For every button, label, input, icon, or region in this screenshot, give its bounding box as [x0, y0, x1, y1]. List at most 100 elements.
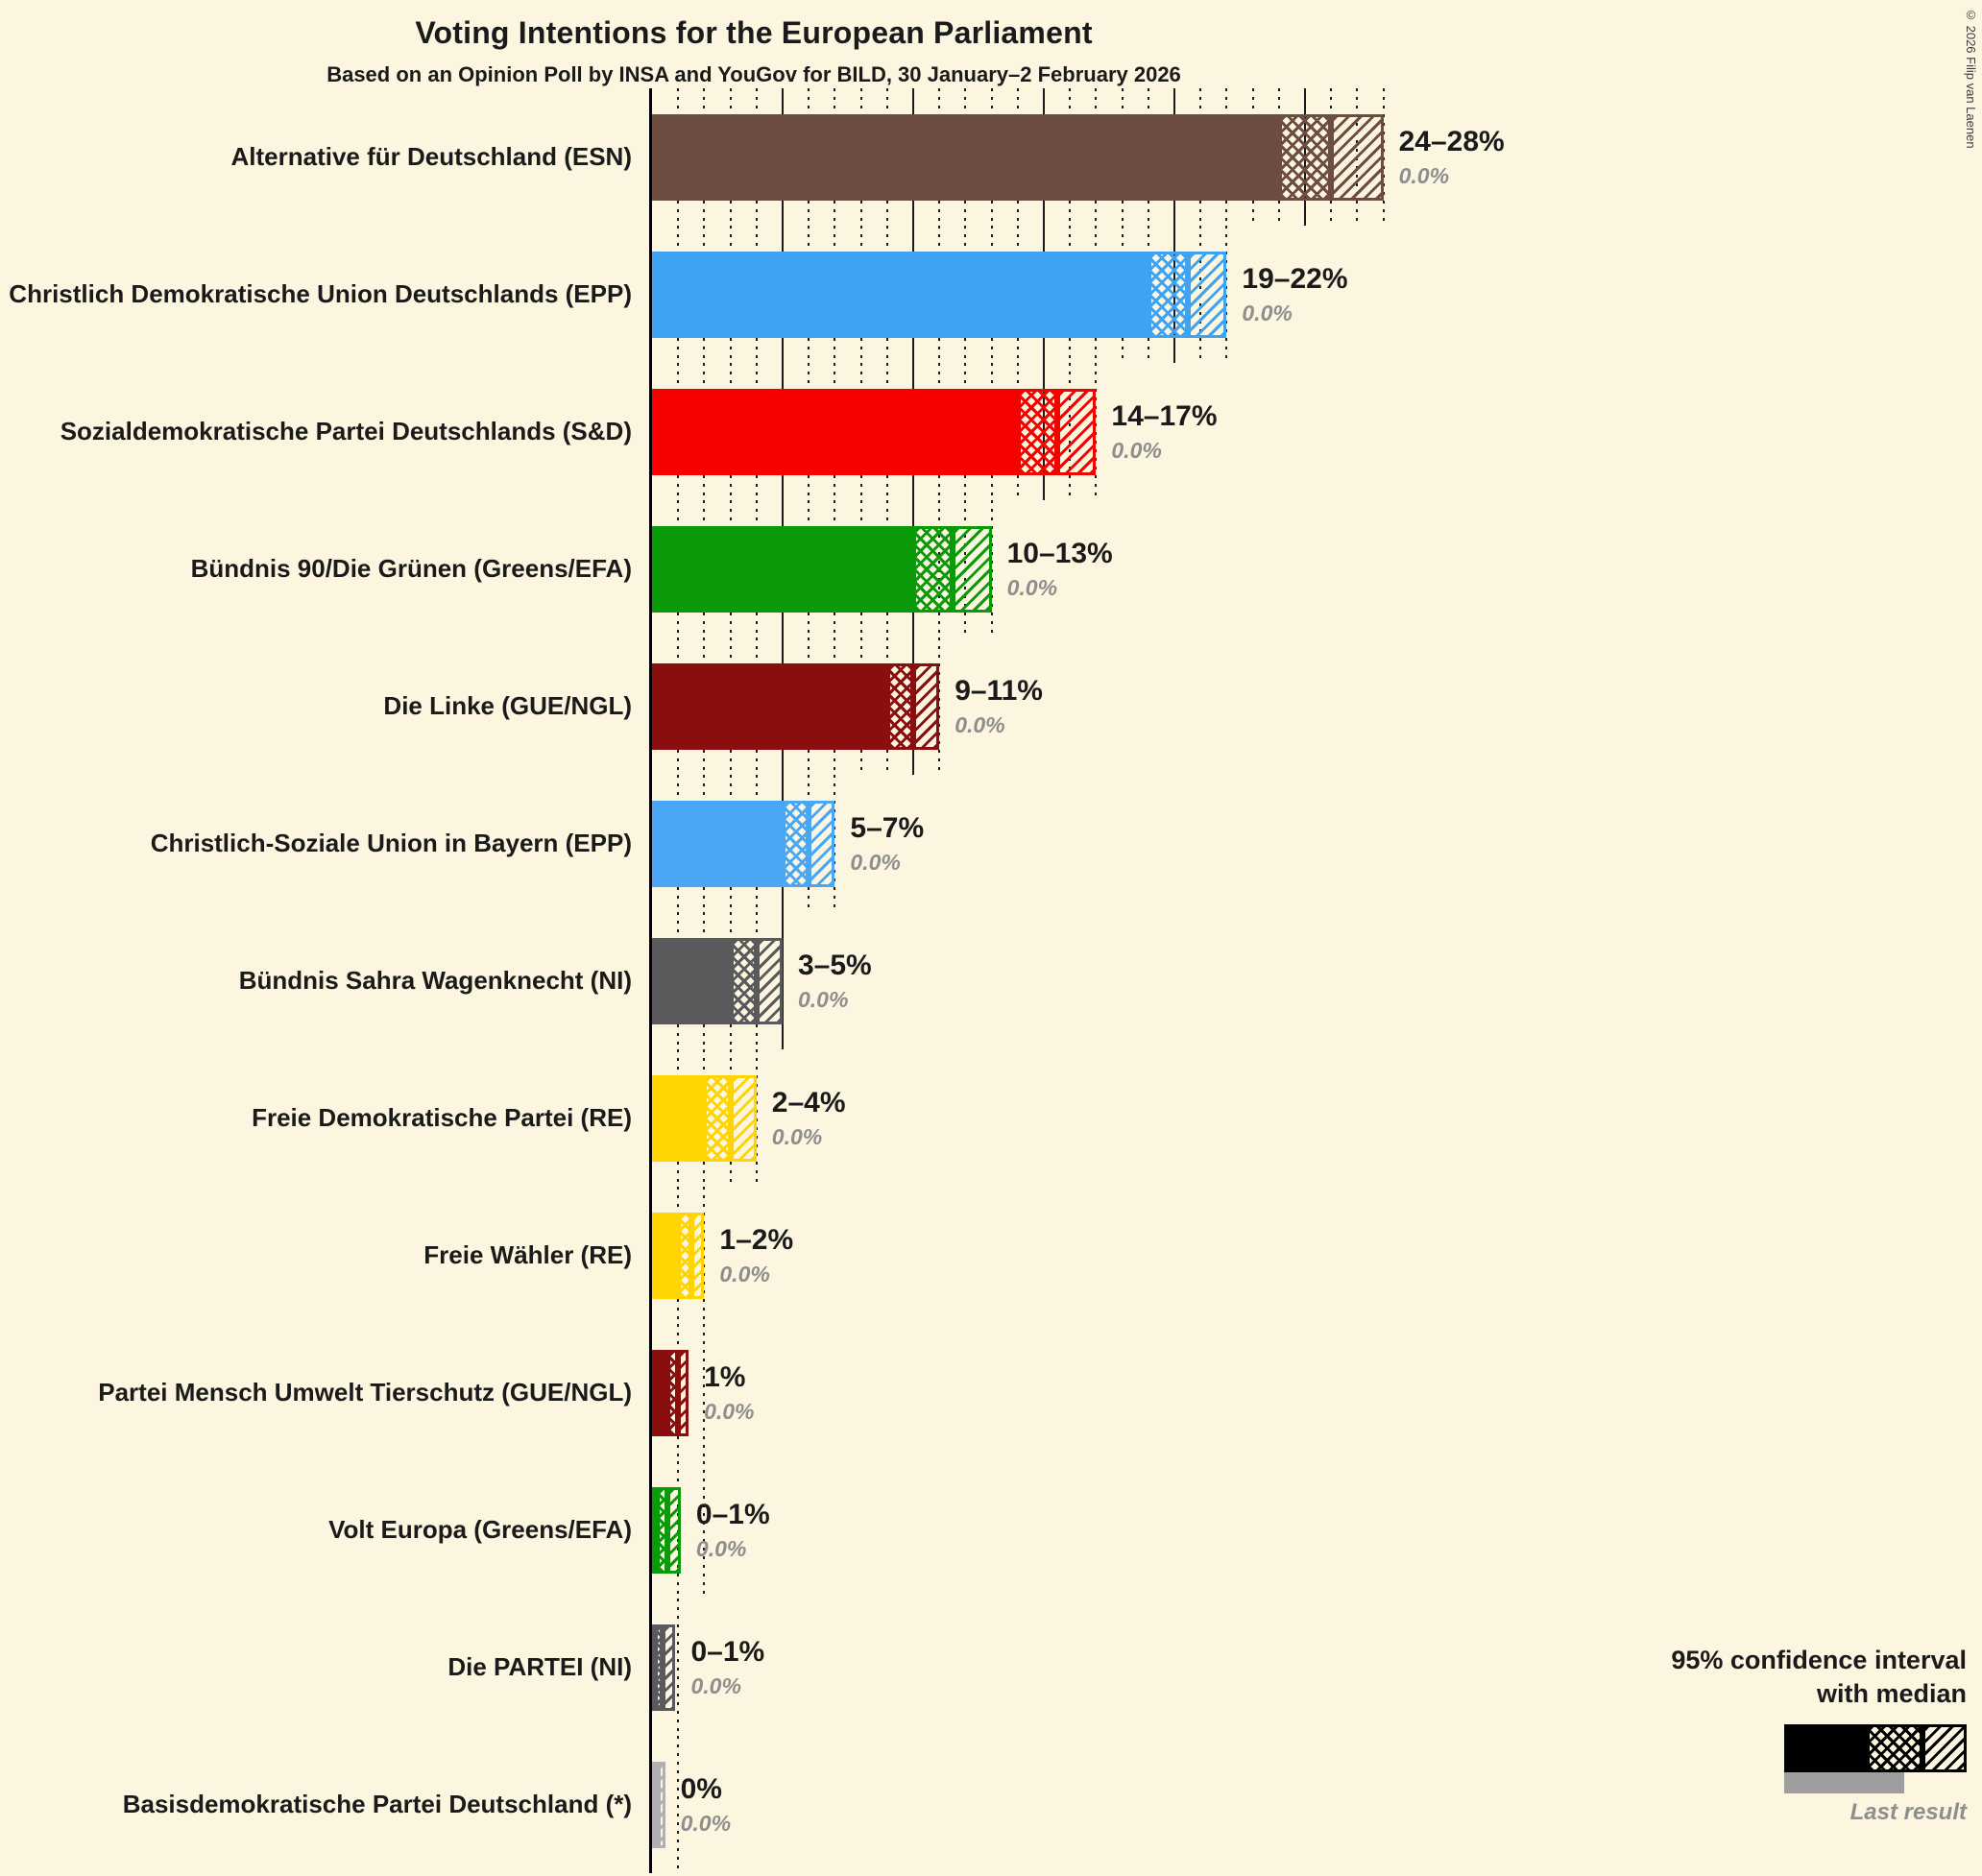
legend-last-result-bar: [1784, 1772, 1904, 1794]
minor-gridline: [677, 1599, 680, 1736]
last-result-value: 0.0%: [680, 1810, 732, 1836]
value-labels: 24–28% 0.0%: [1399, 126, 1505, 189]
party-label: Volt Europa (Greens/EFA): [328, 1515, 632, 1545]
minor-gridline: [677, 1736, 680, 1873]
bar-area: 24–28% 0.0%: [649, 88, 1982, 226]
chart-row: Christlich-Soziale Union in Bayern (EPP)…: [0, 775, 1982, 912]
last-result-value: 0.0%: [955, 711, 1005, 737]
bar-area: 1% 0.0%: [649, 1324, 1982, 1461]
chart-row: Bündnis Sahra Wagenknecht (NI) 3–5% 0.0%: [0, 912, 1982, 1049]
minor-gridline: [1382, 88, 1385, 226]
range-label: 14–17%: [1111, 399, 1218, 432]
range-label: 19–22%: [1242, 262, 1348, 295]
chart-row: Die Linke (GUE/NGL) 9–11% 0.0%: [0, 637, 1982, 775]
party-label: Freie Demokratische Partei (RE): [252, 1103, 632, 1133]
confidence-bar: [652, 1623, 676, 1711]
copyright-note: © 2026 Filip van Laenen: [1964, 8, 1978, 149]
bar-area: 9–11% 0.0%: [649, 637, 1982, 775]
chart-row: Volt Europa (Greens/EFA) 0–1% 0.0%: [0, 1461, 1982, 1599]
major-gridline: [782, 912, 784, 1049]
value-labels: 1% 0.0%: [704, 1361, 754, 1425]
bar-ci-hatch-upper: [809, 800, 835, 887]
bar-ci-hatch-upper: [678, 1349, 689, 1436]
minor-gridline: [703, 1461, 706, 1599]
legend-title-line-1: 95% confidence interval: [1671, 1646, 1967, 1674]
range-label: 9–11%: [955, 674, 1043, 707]
chart-row: Basisdemokratische Partei Deutschland (*…: [0, 1736, 1982, 1873]
legend-title-line-2: with median: [1816, 1679, 1967, 1709]
chart-header: Voting Intentions for the European Parli…: [0, 0, 1508, 87]
legend-ci-solid-segment: [1784, 1724, 1867, 1773]
bar-ci-hatch-upper: [658, 1761, 666, 1848]
chart-row: Partei Mensch Umwelt Tierschutz (GUE/NGL…: [0, 1324, 1982, 1461]
value-labels: 10–13% 0.0%: [1007, 538, 1113, 601]
value-labels: 9–11% 0.0%: [955, 675, 1043, 738]
bar-ci-lower-solid: [652, 800, 783, 887]
bar-ci-lower-solid: [652, 1212, 679, 1299]
bar-area: 0% 0.0%: [649, 1736, 1982, 1873]
chart-row: Bündnis 90/Die Grünen (Greens/EFA) 10–13%…: [0, 500, 1982, 637]
range-label: 1–2%: [719, 1223, 794, 1256]
confidence-bar: [652, 800, 835, 887]
confidence-bar: [652, 388, 1097, 475]
range-label: 10–13%: [1006, 537, 1113, 569]
last-result-value: 0.0%: [798, 986, 849, 1012]
party-label: Christlich-Soziale Union in Bayern (EPP): [150, 829, 632, 858]
bar-area: 19–22% 0.0%: [649, 226, 1982, 363]
last-result-value: 0.0%: [850, 849, 901, 875]
value-labels: 0–1% 0.0%: [690, 1636, 764, 1699]
range-label: 1%: [704, 1360, 746, 1393]
chart-row: Freie Wähler (RE) 1–2% 0.0%: [0, 1187, 1982, 1324]
bar-area: 5–7% 0.0%: [649, 775, 1982, 912]
confidence-bar: [652, 937, 783, 1024]
bar-ci-crosshatch-to-median: [654, 1623, 663, 1711]
bar-ci-lower-solid: [652, 251, 1148, 338]
range-label: 3–5%: [798, 949, 872, 981]
bar-ci-lower-solid: [652, 1074, 705, 1162]
party-label: Die PARTEI (NI): [447, 1652, 632, 1682]
bar-ci-hatch-upper: [667, 1486, 681, 1574]
bar-ci-crosshatch-to-median: [783, 800, 810, 887]
minor-gridline: [990, 500, 993, 637]
range-label: 24–28%: [1398, 125, 1505, 157]
bar-ci-hatch-upper: [662, 1623, 676, 1711]
minor-gridline: [755, 1049, 758, 1187]
minor-gridline: [703, 1324, 706, 1461]
party-label: Bündnis Sahra Wagenknecht (NI): [238, 966, 632, 996]
chart-subtitle: Based on an Opinion Poll by INSA and You…: [326, 62, 1181, 86]
last-result-value: 0.0%: [690, 1672, 741, 1698]
chart-row: Die PARTEI (NI) 0–1% 0.0%: [0, 1599, 1982, 1736]
bar-ci-crosshatch-to-median: [886, 662, 913, 750]
confidence-bar: [652, 1212, 705, 1299]
bar-ci-hatch-upper: [1331, 113, 1384, 201]
minor-gridline: [938, 637, 941, 775]
legend-ci-bar: [1784, 1724, 1967, 1773]
legend: 95% confidence interval with median Last…: [1602, 1644, 1967, 1826]
last-result-value: 0.0%: [1111, 437, 1162, 463]
bar-ci-hatch-upper: [1056, 388, 1097, 475]
party-label: Sozialdemokratische Partei Deutschlands …: [60, 417, 632, 446]
range-label: 0%: [680, 1772, 722, 1805]
last-result-value: 0.0%: [695, 1535, 747, 1561]
value-labels: 19–22% 0.0%: [1242, 263, 1347, 326]
minor-gridline: [1095, 363, 1098, 500]
party-label: Partei Mensch Umwelt Tierschutz (GUE/NGL…: [98, 1378, 632, 1407]
bar-ci-crosshatch-to-median: [652, 1761, 658, 1848]
last-result-value: 0.0%: [1006, 574, 1058, 600]
chart-row: Freie Demokratische Partei (RE) 2–4% 0.0%: [0, 1049, 1982, 1187]
value-labels: 0% 0.0%: [681, 1773, 731, 1837]
bar-ci-crosshatch-to-median: [1017, 388, 1057, 475]
value-labels: 1–2% 0.0%: [719, 1224, 793, 1287]
party-label: Alternative für Deutschland (ESN): [230, 142, 632, 172]
minor-gridline: [834, 775, 836, 912]
last-result-value: 0.0%: [771, 1123, 823, 1149]
bar-ci-lower-solid: [652, 388, 1018, 475]
confidence-bar: [652, 251, 1227, 338]
bar-area: 14–17% 0.0%: [649, 363, 1982, 500]
bar-ci-crosshatch-to-median: [730, 937, 757, 1024]
bar-ci-crosshatch-to-median: [1148, 251, 1188, 338]
bar-ci-lower-solid: [652, 1623, 655, 1711]
bar-area: 2–4% 0.0%: [649, 1049, 1982, 1187]
party-label: Freie Wähler (RE): [423, 1240, 632, 1270]
